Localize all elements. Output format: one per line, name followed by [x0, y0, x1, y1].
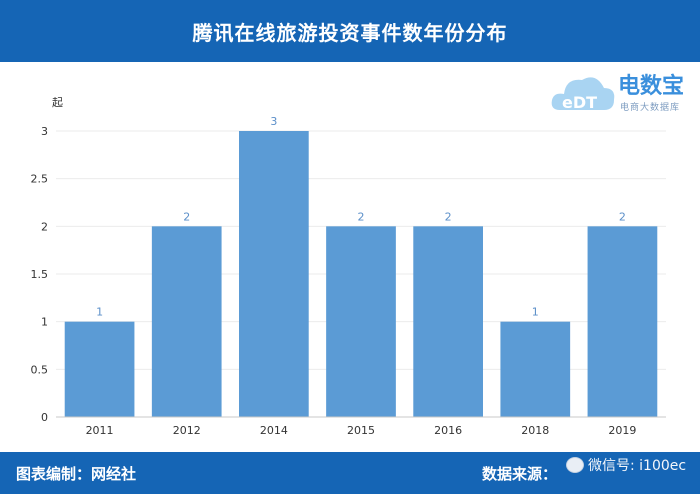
bar — [500, 321, 571, 417]
data-label: 2 — [619, 210, 626, 223]
data-label: 3 — [270, 115, 277, 128]
chart-title: 腾讯在线旅游投资事件数年份分布 — [192, 20, 508, 45]
watermark-text: 微信号: i100ec — [588, 458, 687, 474]
x-tick-label: 2015 — [347, 424, 375, 437]
y-axis-unit: 起 — [52, 96, 63, 109]
logo-subtitle: 电商大数据库 — [620, 103, 681, 113]
y-tick-label: 1 — [41, 316, 48, 329]
y-tick-label: 2 — [41, 220, 48, 233]
x-tick-label: 2018 — [521, 424, 549, 437]
bar — [587, 226, 658, 417]
footer-bar: 图表编制：网经社 数据来源： — [0, 452, 700, 494]
y-tick-label: 1.5 — [31, 268, 49, 281]
x-tick-label: 2019 — [608, 424, 636, 437]
y-tick-label: 0.5 — [31, 363, 49, 376]
data-label: 2 — [183, 210, 190, 223]
header-bar: 腾讯在线旅游投资事件数年份分布 — [0, 0, 700, 62]
y-tick-label: 3 — [41, 125, 48, 138]
bar — [64, 321, 135, 417]
bar — [326, 226, 396, 417]
bars-layer: 1 2011 2 2012 3 2014 2 2015 2 2016 1 2018 2 2019 — [64, 115, 658, 437]
y-tick-label: 0 — [41, 411, 48, 424]
data-label: 2 — [358, 210, 365, 223]
data-label: 2 — [445, 210, 452, 223]
data-label: 1 — [96, 306, 103, 319]
svg-text:eDT: eDT — [562, 93, 597, 112]
bar — [239, 131, 309, 417]
x-tick-label: 2011 — [86, 424, 114, 437]
wechat-icon — [566, 457, 584, 473]
x-tick-label: 2016 — [434, 424, 462, 437]
bar — [151, 226, 222, 417]
wechat-watermark: 微信号: i100ec — [566, 455, 686, 475]
data-label: 1 — [532, 306, 539, 319]
brand-logo: eDT 电数宝 电商大数据库 — [548, 64, 693, 124]
bar — [413, 226, 483, 417]
x-tick-label: 2014 — [260, 424, 288, 437]
y-tick-label: 2.5 — [31, 173, 49, 186]
x-tick-label: 2012 — [173, 424, 201, 437]
logo-brand-text: 电数宝 — [618, 74, 685, 99]
cloud-logo-icon: eDT — [551, 77, 615, 112]
footer-source: 数据来源： — [482, 465, 558, 483]
bar-chart: 00.511.522.53 12011220123201422015220161… — [31, 96, 666, 437]
footer-editor: 图表编制：网经社 — [16, 465, 137, 483]
